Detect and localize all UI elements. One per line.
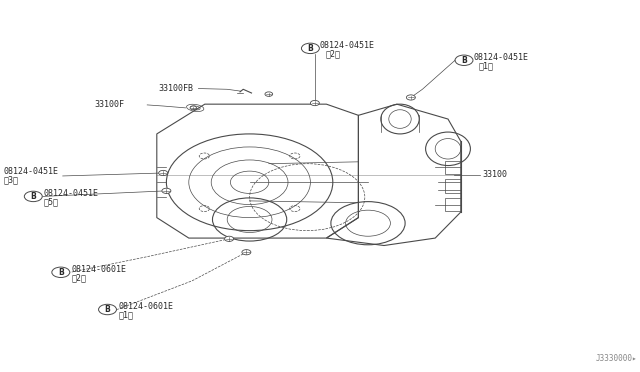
Circle shape	[406, 95, 415, 100]
Text: 33100F: 33100F	[95, 100, 125, 109]
Circle shape	[159, 170, 168, 176]
Text: B: B	[308, 44, 313, 53]
Text: （3）: （3）	[3, 175, 18, 184]
Text: B: B	[461, 56, 467, 65]
Circle shape	[242, 250, 251, 255]
Text: B: B	[31, 192, 36, 201]
Circle shape	[265, 92, 273, 96]
Text: 08124-0601E: 08124-0601E	[118, 302, 173, 311]
Text: （1）: （1）	[118, 310, 133, 319]
Text: （2）: （2）	[72, 273, 86, 282]
Circle shape	[190, 106, 196, 110]
Text: （2）: （2）	[325, 50, 340, 59]
Circle shape	[310, 100, 319, 106]
Text: B: B	[105, 305, 110, 314]
Text: 08124-0601E: 08124-0601E	[72, 265, 127, 274]
Text: 33100FB: 33100FB	[159, 84, 194, 93]
Circle shape	[225, 236, 234, 241]
Text: （1）: （1）	[479, 62, 493, 71]
Text: 08124-0451E: 08124-0451E	[320, 41, 375, 50]
Text: 33100: 33100	[482, 170, 507, 179]
Text: （5）: （5）	[44, 197, 58, 206]
Text: 08124-0451E: 08124-0451E	[44, 189, 99, 198]
Text: 08124-0451E: 08124-0451E	[474, 53, 529, 62]
Text: B: B	[58, 268, 63, 277]
Text: 08124-0451E: 08124-0451E	[3, 167, 58, 176]
Text: J3330000▸: J3330000▸	[595, 354, 637, 363]
Circle shape	[162, 188, 171, 193]
